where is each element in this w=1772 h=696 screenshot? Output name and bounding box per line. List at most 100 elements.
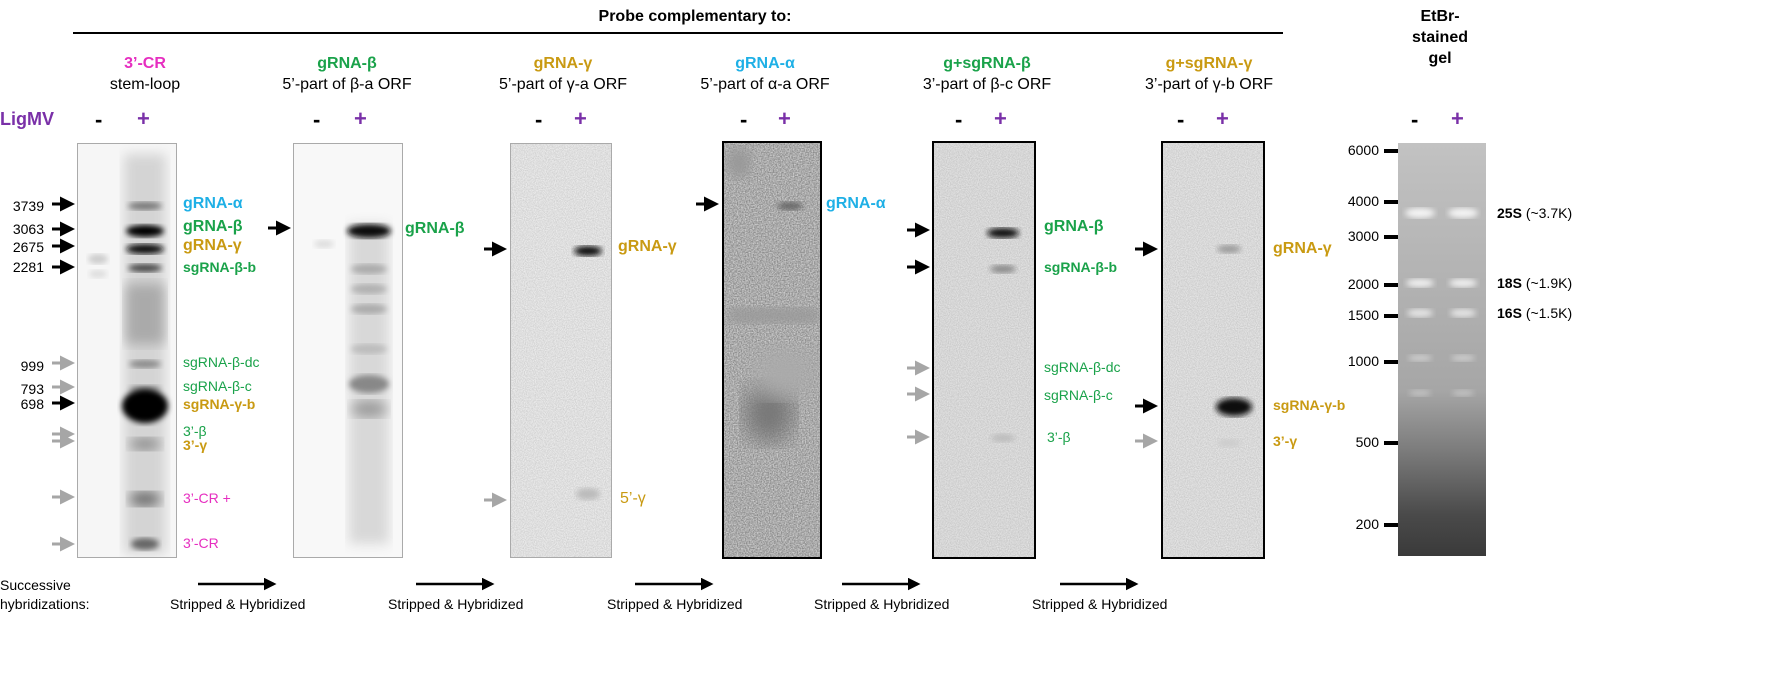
probe-name: g+sgRNA-γ — [1165, 55, 1253, 72]
band-label: gRNA-γ — [618, 238, 677, 255]
etbr-title-line: EtBr- — [1420, 8, 1460, 25]
band-label: 3’-CR — [183, 535, 219, 551]
rrna-size: (~1.9K) — [1525, 275, 1573, 291]
footer-step: Stripped & Hybridized — [607, 596, 743, 612]
size-label: 3739 — [12, 198, 44, 214]
size-label: 3063 — [12, 221, 44, 237]
blot-panel-3 — [510, 143, 612, 558]
probe-desc: 5’-part of α-a ORF — [700, 76, 830, 93]
figure-header: Probe complementary to: — [598, 8, 792, 25]
probe-name: gRNA-γ — [533, 55, 593, 72]
footer-arrows — [198, 577, 1139, 591]
band-arrows-panel-1 — [52, 196, 75, 552]
band-label: gRNA-β — [405, 220, 465, 237]
lane-plus: + — [137, 106, 150, 131]
size-label: 999 — [20, 358, 44, 374]
band-label: sgRNA-β-b — [1044, 259, 1118, 275]
footer-step: Stripped & Hybridized — [814, 596, 950, 612]
blot-panel-5 — [932, 141, 1036, 559]
blot-panel-2 — [293, 143, 403, 558]
band-label: 3’-β — [1047, 429, 1071, 445]
probe-desc: 3’-part of β-c ORF — [922, 76, 1052, 93]
probe-desc: 5’-part of β-a ORF — [282, 76, 412, 93]
ladder-tick — [1384, 314, 1398, 318]
lane-minus: - — [1177, 107, 1185, 132]
ladder-label: 200 — [1355, 516, 1379, 532]
probe-header-4: gRNA-α 5’-part of α-a ORF — [680, 53, 850, 95]
ladder-label: 500 — [1355, 434, 1379, 450]
lane-plus: + — [1216, 106, 1229, 131]
band-label: sgRNA-β-c — [183, 378, 252, 394]
band-label: gRNA-γ — [183, 237, 242, 254]
probe-name: gRNA-β — [317, 55, 377, 72]
probe-header-1: 3’-CR stem-loop — [60, 53, 230, 95]
band-arrows-panel-5 — [907, 222, 930, 445]
footer-step: Stripped & Hybridized — [170, 596, 306, 612]
ladder-tick — [1384, 283, 1398, 287]
rrna-label: 18S (~1.9K) — [1497, 275, 1572, 291]
size-label: 2281 — [12, 259, 44, 275]
footer-step: Stripped & Hybridized — [1032, 596, 1168, 612]
blot-panel-1 — [77, 143, 177, 558]
lane-minus: - — [1411, 107, 1419, 132]
band-label: gRNA-γ — [1273, 240, 1332, 257]
band-label: sgRNA-β-b — [183, 259, 257, 275]
band-label: 3’-γ — [1273, 433, 1298, 449]
footer-label: Successive hybridizations: — [0, 576, 90, 614]
etbr-gel — [1398, 143, 1486, 556]
size-label: 2675 — [12, 239, 44, 255]
probe-desc: 5’-part of γ-a ORF — [498, 76, 628, 93]
probe-name: g+sgRNA-β — [943, 55, 1031, 72]
etbr-title: EtBr- stained gel — [1395, 6, 1485, 69]
lane-plus: + — [1451, 106, 1464, 131]
lane-plus: + — [778, 106, 791, 131]
rrna-name: 16S — [1497, 305, 1522, 321]
ladder-tick — [1384, 360, 1398, 364]
band-arrows-panel-6 — [1135, 241, 1158, 449]
band-label: sgRNA-β-dc — [183, 354, 260, 370]
ladder-label: 3000 — [1347, 228, 1379, 244]
band-arrows-panel-2 — [268, 220, 291, 236]
probe-name: gRNA-α — [735, 55, 795, 72]
ladder-label: 4000 — [1347, 193, 1379, 209]
band-label: 3’-β — [183, 423, 207, 439]
ladder-tick — [1384, 149, 1398, 153]
probe-header-5: g+sgRNA-β 3’-part of β-c ORF — [902, 53, 1072, 95]
header-rule — [73, 32, 1283, 34]
lane-minus: - — [95, 107, 103, 132]
band-arrows-panel-3 — [484, 241, 507, 508]
size-label: 793 — [20, 381, 44, 397]
band-label: sgRNA-γ-b — [1273, 397, 1346, 413]
band-label: gRNA-β — [1044, 218, 1104, 235]
ladder-tick — [1384, 523, 1398, 527]
band-label: 3’-γ — [183, 437, 208, 453]
ladder-label: 2000 — [1347, 276, 1379, 292]
etbr-title-line: stained — [1411, 29, 1468, 46]
band-label: gRNA-α — [183, 195, 243, 212]
probe-desc: 3’-part of γ-b ORF — [1144, 76, 1274, 93]
band-label: 3’-CR + — [183, 490, 231, 506]
ladder-tick — [1384, 441, 1398, 445]
rrna-size: (~1.5K) — [1525, 305, 1573, 321]
rrna-size: (~3.7K) — [1525, 205, 1573, 221]
band-label: gRNA-α — [826, 195, 886, 212]
footer-label-line: Successive — [0, 577, 71, 593]
lane-plus: + — [994, 106, 1007, 131]
blot-panel-6 — [1161, 141, 1265, 559]
size-label: 698 — [20, 396, 44, 412]
probe-header-2: gRNA-β 5’-part of β-a ORF — [262, 53, 432, 95]
rrna-name: 18S — [1497, 275, 1522, 291]
probe-name: 3’-CR — [124, 55, 166, 72]
band-label: sgRNA-β-dc — [1044, 359, 1121, 375]
band-label: sgRNA-γ-b — [183, 396, 256, 412]
band-label: sgRNA-β-c — [1044, 387, 1113, 403]
rrna-label: 25S (~3.7K) — [1497, 205, 1572, 221]
ladder-label: 6000 — [1347, 142, 1379, 158]
probe-header-3: gRNA-γ 5’-part of γ-a ORF — [478, 53, 648, 95]
lane-minus: - — [955, 107, 963, 132]
band-arrows-panel-4 — [696, 196, 719, 212]
probe-desc: stem-loop — [109, 76, 181, 93]
footer-step: Stripped & Hybridized — [388, 596, 524, 612]
ladder-label: 1500 — [1347, 307, 1379, 323]
footer-label-line: hybridizations: — [0, 596, 90, 612]
